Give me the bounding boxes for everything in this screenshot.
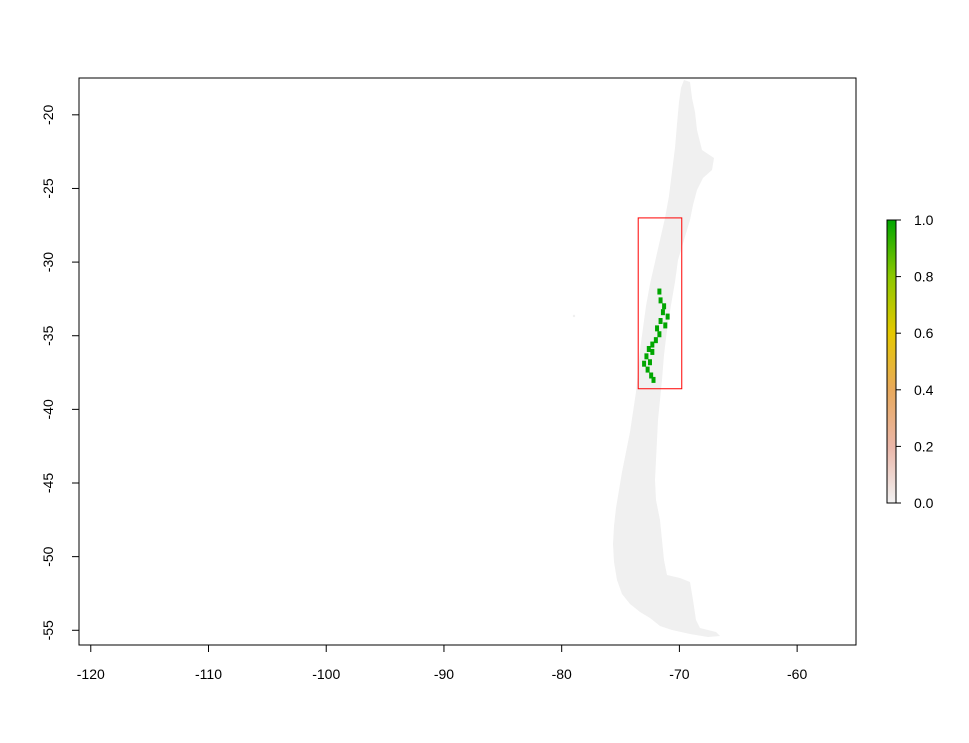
y-tick-label: -55 xyxy=(40,620,56,640)
presence-cell xyxy=(644,353,649,360)
presence-cell xyxy=(650,341,655,348)
colorbar-tick-label: 0.2 xyxy=(914,438,934,454)
x-tick-label: -70 xyxy=(669,666,689,682)
y-tick-label: -35 xyxy=(40,325,56,345)
x-tick-label: -60 xyxy=(787,666,807,682)
colorbar-tick-label: 0.8 xyxy=(914,269,934,285)
presence-cell xyxy=(658,318,663,324)
colorbar-tick-label: 0.4 xyxy=(914,382,934,398)
x-tick-label: -80 xyxy=(552,666,572,682)
colorbar-tick-label: 0.0 xyxy=(914,495,934,511)
colorbar-tick-label: 0.6 xyxy=(914,325,934,341)
y-tick-label: -20 xyxy=(40,104,56,124)
presence-cell xyxy=(649,372,654,379)
x-tick-label: -90 xyxy=(434,666,454,682)
x-tick-label: -120 xyxy=(77,666,105,682)
presence-cell xyxy=(658,297,663,304)
x-tick-label: -100 xyxy=(312,666,340,682)
presence-cell xyxy=(665,313,670,320)
colorbar-tick-label: 1.0 xyxy=(914,212,934,228)
y-tick-label: -30 xyxy=(40,252,56,272)
presence-cell xyxy=(662,303,667,310)
presence-cell xyxy=(655,325,660,332)
presence-cell xyxy=(657,288,662,295)
colorbar-gradient xyxy=(886,219,897,504)
y-axis: -20 -25 -30 -35 -40 -45 -50 -55 xyxy=(40,104,80,640)
y-tick-label: -45 xyxy=(40,473,56,493)
presence-cell xyxy=(646,345,651,352)
presence-cells xyxy=(642,288,670,383)
extent-box xyxy=(637,217,683,390)
presence-cell xyxy=(660,309,665,316)
presence-cell xyxy=(663,322,668,329)
y-tick-label: -40 xyxy=(40,399,56,419)
presence-cell xyxy=(642,360,647,367)
presence-cell xyxy=(647,359,652,366)
x-axis: -120 -110 -100 -90 -80 -70 -60 xyxy=(77,644,807,682)
x-tick-label: -110 xyxy=(195,666,222,682)
chile-landmass xyxy=(572,80,720,637)
colorbar-legend: 0.0 0.2 0.4 0.6 0.8 1.0 xyxy=(886,212,934,511)
presence-cell xyxy=(651,376,656,383)
presence-cell xyxy=(645,366,650,373)
plot-frame xyxy=(78,77,857,646)
y-tick-label: -50 xyxy=(40,546,56,566)
y-tick-label: -25 xyxy=(40,178,56,198)
presence-cell xyxy=(650,348,655,355)
presence-cell xyxy=(657,331,662,338)
presence-cell xyxy=(653,337,658,344)
